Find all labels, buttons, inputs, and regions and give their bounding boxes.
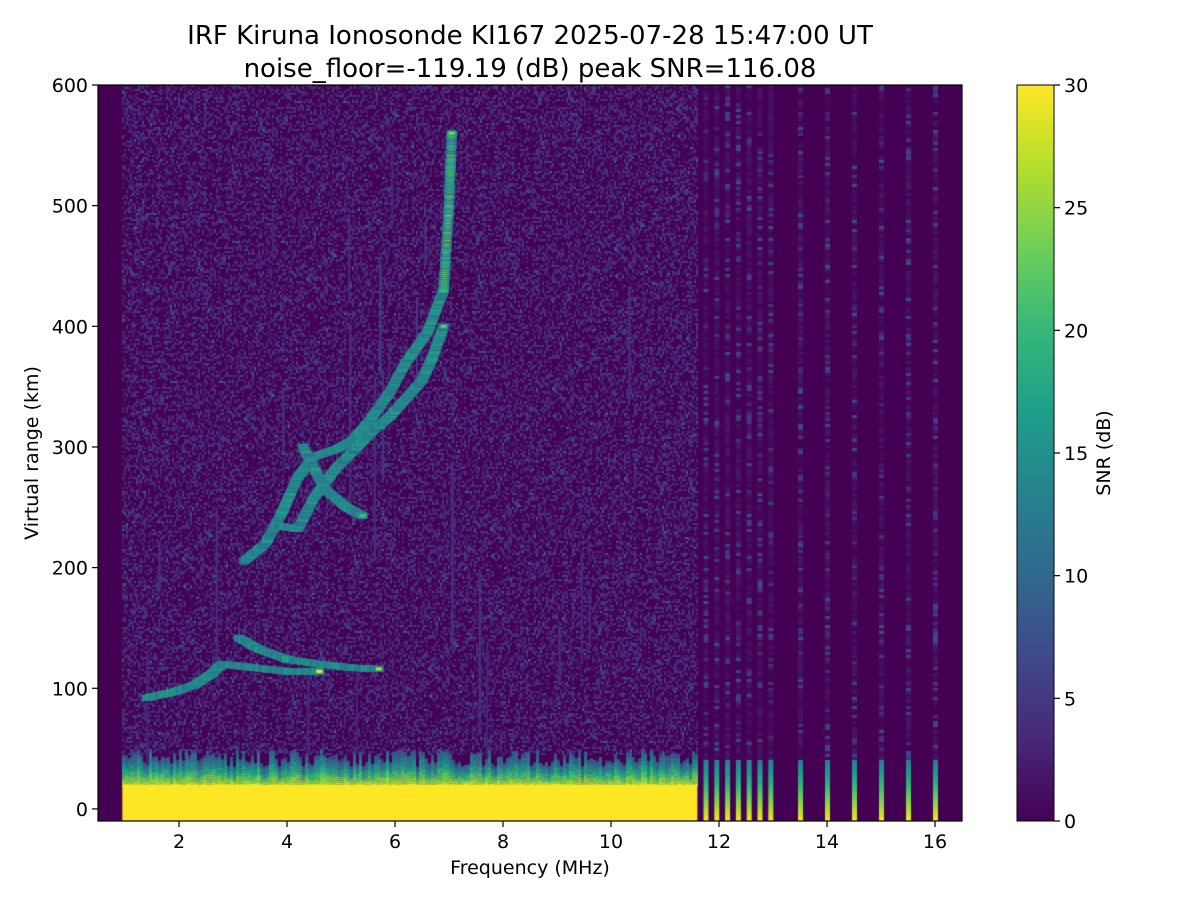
colorbar-axis: 0 5 10 15 20 25 30 <box>1054 75 1088 833</box>
chart-subtitle: noise_floor=-119.19 (dB) peak SNR=116.08 <box>244 54 817 84</box>
x-tick-label: 16 <box>923 831 947 853</box>
colorbar-tick-label: 20 <box>1064 320 1088 342</box>
y-axis-label: Virtual range (km) <box>21 366 43 540</box>
colorbar-tick-label: 5 <box>1064 688 1076 710</box>
heatmap-plot-area <box>98 85 962 821</box>
colorbar-tick-label: 25 <box>1064 198 1088 220</box>
heatmap-raster <box>98 85 962 821</box>
x-tick-label: 2 <box>173 831 185 853</box>
y-tick-label: 200 <box>52 558 88 580</box>
colorbar-tick-label: 10 <box>1064 566 1088 588</box>
y-tick-label: 100 <box>52 678 88 700</box>
x-tick-label: 8 <box>497 831 509 853</box>
y-tick-label: 600 <box>52 75 88 97</box>
y-axis: 0 100 200 300 400 500 600 <box>52 75 98 821</box>
x-axis: 2 4 6 8 10 12 14 16 <box>173 821 947 853</box>
y-tick-label: 300 <box>52 437 88 459</box>
colorbar-label: SNR (dB) <box>1093 410 1115 495</box>
colorbar-tick-label: 15 <box>1064 443 1088 465</box>
chart-title: IRF Kiruna Ionosonde KI167 2025-07-28 15… <box>187 21 873 51</box>
colorbar-tick-label: 0 <box>1064 811 1076 833</box>
colorbar-tick-label: 30 <box>1064 75 1088 97</box>
x-tick-label: 6 <box>389 831 401 853</box>
x-tick-label: 12 <box>707 831 731 853</box>
colorbar <box>1016 84 1055 822</box>
plot-frame <box>97 84 963 822</box>
x-tick-label: 14 <box>815 831 839 853</box>
x-tick-label: 4 <box>281 831 293 853</box>
y-tick-label: 0 <box>76 799 88 821</box>
x-tick-label: 10 <box>599 831 623 853</box>
x-axis-label: Frequency (MHz) <box>450 857 610 879</box>
y-tick-label: 400 <box>52 316 88 338</box>
y-tick-label: 500 <box>52 196 88 218</box>
